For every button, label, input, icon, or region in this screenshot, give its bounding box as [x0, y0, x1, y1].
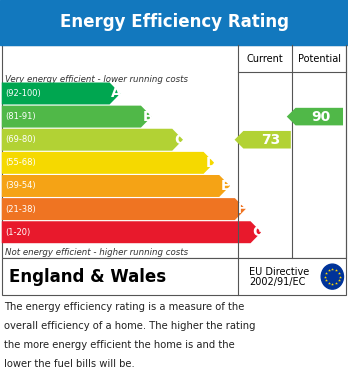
Polygon shape	[2, 198, 246, 220]
Text: D: D	[205, 156, 217, 170]
Polygon shape	[2, 175, 230, 197]
Bar	[0, 0, 348, 45]
Text: 2002/91/EC: 2002/91/EC	[249, 277, 305, 287]
Text: lower the fuel bills will be.: lower the fuel bills will be.	[4, 359, 135, 369]
Text: E: E	[221, 179, 230, 193]
Text: G: G	[252, 225, 264, 239]
Text: The energy efficiency rating is a measure of the: The energy efficiency rating is a measur…	[4, 302, 245, 312]
Text: F: F	[237, 202, 246, 216]
Text: Very energy efficient - lower running costs: Very energy efficient - lower running co…	[5, 75, 188, 84]
Text: EU Directive: EU Directive	[249, 267, 309, 276]
Polygon shape	[2, 129, 183, 151]
Polygon shape	[2, 106, 152, 127]
Text: Current: Current	[247, 54, 284, 64]
Bar	[2, 258, 346, 295]
Bar	[2, 45, 346, 258]
Text: (69-80): (69-80)	[5, 135, 36, 144]
Text: the more energy efficient the home is and the: the more energy efficient the home is an…	[4, 340, 235, 350]
Text: (81-91): (81-91)	[5, 112, 36, 121]
Text: (21-38): (21-38)	[5, 204, 36, 213]
Text: 90: 90	[311, 109, 331, 124]
Text: 73: 73	[261, 133, 280, 147]
Text: (1-20): (1-20)	[5, 228, 31, 237]
Text: B: B	[143, 109, 153, 124]
Circle shape	[321, 264, 343, 289]
Text: Potential: Potential	[298, 54, 341, 64]
Polygon shape	[235, 131, 291, 149]
Text: (55-68): (55-68)	[5, 158, 36, 167]
Polygon shape	[287, 108, 343, 126]
Text: overall efficiency of a home. The higher the rating: overall efficiency of a home. The higher…	[4, 321, 256, 331]
Text: England & Wales: England & Wales	[9, 267, 166, 286]
Text: Not energy efficient - higher running costs: Not energy efficient - higher running co…	[5, 248, 188, 258]
Polygon shape	[2, 83, 120, 104]
Text: (39-54): (39-54)	[5, 181, 36, 190]
Polygon shape	[2, 152, 214, 174]
Text: Energy Efficiency Rating: Energy Efficiency Rating	[60, 13, 288, 32]
Text: C: C	[174, 133, 184, 147]
Text: A: A	[111, 86, 122, 100]
Polygon shape	[2, 221, 261, 243]
Text: (92-100): (92-100)	[5, 89, 41, 98]
